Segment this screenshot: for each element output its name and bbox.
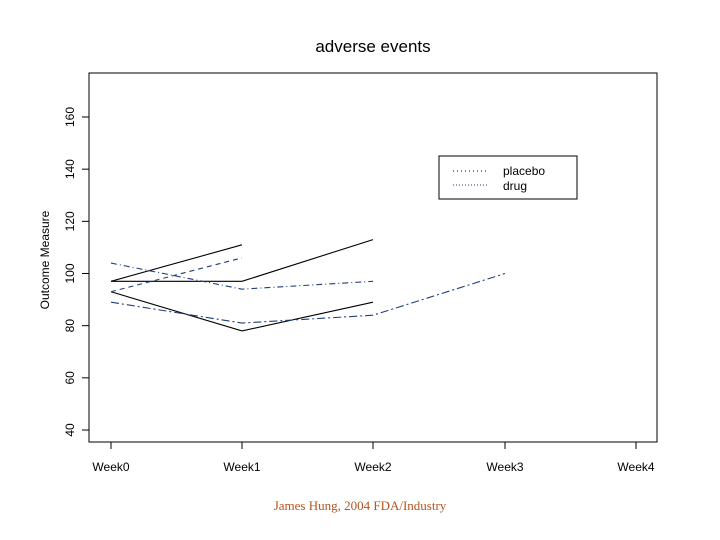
x-tick-label: Week3 <box>486 460 523 474</box>
y-tick-label: 100 <box>63 263 77 283</box>
series-line-placebo-2 <box>111 239 374 282</box>
series-layer <box>110 239 506 332</box>
y-axis-label: Outcome Measure <box>38 210 52 309</box>
x-tick-label: Week4 <box>617 460 654 474</box>
series-line-drug-1 <box>110 262 374 290</box>
chart-title: adverse events <box>315 37 430 56</box>
y-tick-label: 140 <box>63 159 77 179</box>
series-line-placebo-3 <box>110 291 374 332</box>
y-tick-label: 160 <box>63 107 77 127</box>
footer-credit: James Hung, 2004 FDA/Industry <box>273 498 447 513</box>
y-axis: 40 60 80 100 120 140 160 <box>63 107 90 437</box>
legend-box <box>438 155 578 200</box>
legend: placebo drug <box>438 155 578 200</box>
x-tick-label: Week1 <box>223 460 260 474</box>
x-axis: Week0 Week1 Week2 Week3 Week4 <box>92 441 655 474</box>
series-line-drug-2 <box>110 257 243 293</box>
y-tick-label: 120 <box>63 211 77 231</box>
series-line-placebo-1 <box>110 244 243 282</box>
legend-label-placebo: placebo <box>503 164 545 178</box>
x-tick-label: Week0 <box>92 460 129 474</box>
y-tick-label: 40 <box>63 423 77 437</box>
legend-label-drug: drug <box>503 179 527 193</box>
y-tick-label: 60 <box>63 371 77 385</box>
series-line-drug-3 <box>110 272 506 324</box>
plot-frame <box>88 72 658 443</box>
x-tick-label: Week2 <box>354 460 391 474</box>
y-tick-label: 80 <box>63 319 77 333</box>
